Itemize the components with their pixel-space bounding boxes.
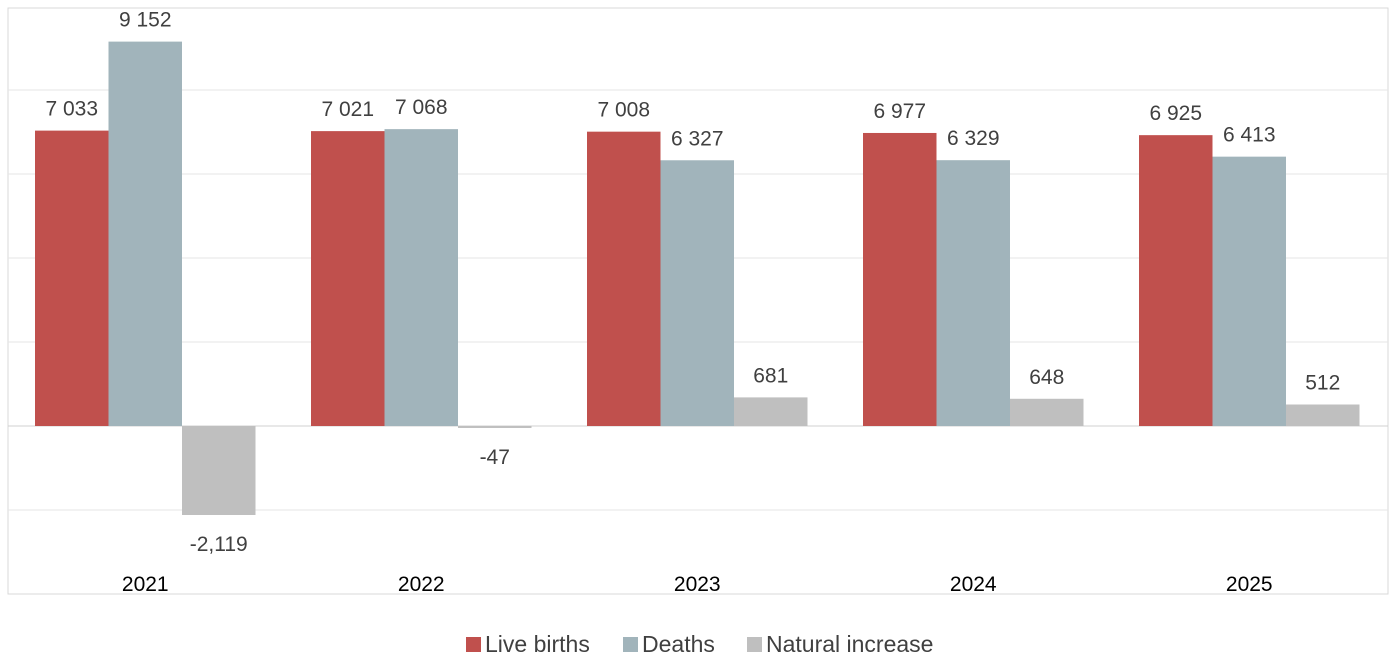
legend: Live births Deaths Natural increase (466, 631, 933, 656)
bar-deaths-2024 (936, 160, 1010, 426)
bar-live-births-2022 (311, 131, 385, 427)
data-label-live-births-2021: 7 033 (45, 98, 98, 121)
x-tick-label-2021: 2021 (122, 573, 169, 596)
bar-live-births-2023 (587, 131, 661, 426)
bar-deaths-2022 (384, 129, 458, 427)
bars (35, 41, 1360, 515)
data-label-deaths-2021: 9 152 (119, 9, 172, 32)
plot-area-border (7, 7, 1389, 595)
x-tick-label-2023: 2023 (674, 573, 721, 596)
data-label-live-births-2025: 6 925 (1149, 102, 1202, 125)
x-tick-label-2024: 2024 (950, 573, 997, 596)
bar-deaths-2021 (108, 41, 182, 427)
legend-swatch-natural-increase (747, 637, 762, 652)
bar-natural-increase-2021 (182, 426, 256, 515)
plot-frame (7, 7, 1389, 595)
bar-natural-increase-2022 (458, 426, 532, 428)
bar-live-births-2021 (35, 130, 109, 426)
data-label-deaths-2022: 7 068 (395, 96, 448, 119)
legend-swatch-live-births (466, 637, 481, 652)
bar-natural-increase-2024 (1010, 398, 1084, 426)
data-label-live-births-2023: 7 008 (597, 99, 650, 122)
bar-live-births-2025 (1139, 135, 1213, 426)
legend-swatch-deaths (623, 637, 638, 652)
bar-live-births-2024 (863, 132, 937, 426)
data-label-natural-increase-2024: 648 (1029, 366, 1064, 389)
data-label-natural-increase-2025: 512 (1305, 371, 1340, 394)
x-tick-label-2022: 2022 (398, 573, 445, 596)
bar-natural-increase-2023 (734, 397, 808, 426)
data-label-deaths-2024: 6 329 (947, 127, 1000, 150)
legend-label-deaths: Deaths (642, 631, 715, 656)
legend-label-natural-increase: Natural increase (766, 631, 933, 656)
data-label-deaths-2023: 6 327 (671, 127, 724, 150)
bar-deaths-2025 (1212, 156, 1286, 427)
bar-natural-increase-2025 (1286, 404, 1360, 426)
data-labels: 7 033 9 152 -2,119 7 021 7 068 -47 7 008 6 327 6… (45, 9, 1340, 556)
legend-item-deaths: Deaths (623, 631, 715, 656)
data-label-natural-increase-2021: -2,119 (190, 533, 248, 556)
legend-label-live-births: Live births (485, 631, 590, 656)
data-label-deaths-2025: 6 413 (1223, 124, 1276, 147)
legend-item-natural-increase: Natural increase (747, 631, 933, 656)
data-label-natural-increase-2023: 681 (753, 364, 788, 387)
x-tick-label-2025: 2025 (1226, 573, 1273, 596)
x-axis-tick-labels: 2021 2022 2023 2024 2025 (122, 573, 1273, 596)
data-label-live-births-2022: 7 021 (321, 98, 374, 121)
legend-item-live-births: Live births (466, 631, 590, 656)
data-label-natural-increase-2022: -47 (480, 446, 510, 469)
data-label-live-births-2024: 6 977 (873, 100, 926, 123)
bar-deaths-2023 (660, 160, 734, 427)
